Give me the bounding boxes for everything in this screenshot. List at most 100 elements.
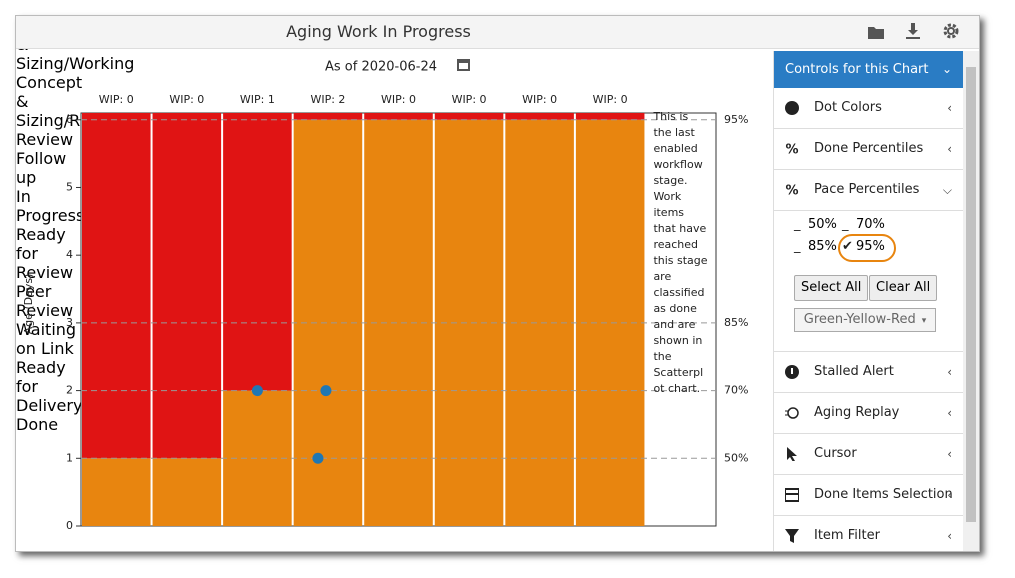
chart-subtitle: As of 2020-06-24: [325, 60, 437, 75]
svg-text:%: %: [785, 184, 798, 198]
wip-label: WIP: 1: [240, 93, 275, 106]
window: Aging Work In Progress As of 2020-06-24 …: [15, 15, 980, 552]
dropdown-caret: ▾: [921, 316, 927, 326]
title-bar: Aging Work In Progress: [16, 16, 979, 49]
chevron: ⌄: [941, 62, 952, 76]
pace-option[interactable]: _ 85%: [794, 239, 837, 254]
wip-label: WIP: 0: [522, 93, 557, 106]
control-row[interactable]: Item Filter ‹: [774, 516, 964, 551]
work-item-dot: [312, 452, 324, 464]
x-tick-label: Follow up: [16, 149, 67, 187]
panel-title: Controls for this Chart: [785, 62, 929, 77]
y-tick-label: 1: [66, 451, 73, 464]
color-scheme-dropdown[interactable]: Green-Yellow-Red ▾: [794, 308, 936, 332]
control-row[interactable]: Stalled Alert ‹: [774, 352, 964, 393]
chevron: ‹: [947, 142, 952, 156]
wip-label: WIP: 0: [452, 93, 487, 106]
chevron: ⌵: [942, 183, 952, 197]
control-label: Dot Colors: [814, 100, 882, 115]
control-icon: [787, 447, 797, 461]
y-tick-label: 4: [66, 248, 73, 261]
control-icon: [785, 407, 799, 419]
y-tick-label: 2: [66, 384, 73, 397]
chevron: ‹: [947, 488, 952, 502]
calendar-icon[interactable]: [457, 59, 470, 71]
work-item-dot: [251, 385, 263, 397]
bar-segment: [505, 113, 574, 120]
chevron: ‹: [947, 365, 952, 379]
checkbox: _: [842, 217, 849, 232]
folder-icon[interactable]: [868, 25, 884, 39]
control-row[interactable]: Dot Colors ‹: [774, 88, 964, 129]
control-row[interactable]: % Done Percentiles ‹: [774, 129, 964, 170]
button[interactable]: Select All: [794, 275, 869, 301]
x-tick-label: In Progress: [16, 187, 85, 225]
panel-header[interactable]: Controls for this Chart ⌄: [774, 51, 964, 88]
control-label: Cursor: [814, 446, 857, 461]
settings-icon[interactable]: [943, 23, 959, 39]
y-tick-label: 3: [66, 316, 73, 329]
pace-option-label: 95%: [856, 239, 885, 254]
bar-segment: [152, 458, 222, 526]
bar-segment: [223, 113, 292, 391]
y-tick-label: 6: [66, 113, 73, 126]
chevron: ‹: [947, 101, 952, 115]
percentile-label: 70%: [724, 384, 748, 397]
pace-option[interactable]: ✔ 95%: [838, 234, 896, 262]
x-tick-label: Waiting on Link: [16, 320, 77, 358]
pace-option[interactable]: _ 50%: [794, 217, 837, 232]
control-row[interactable]: Cursor ‹: [774, 434, 964, 475]
control-icon: %: [785, 143, 798, 157]
bar-segment: [82, 113, 151, 459]
pace-option-label: 70%: [856, 217, 885, 232]
control-label: Item Filter: [814, 528, 880, 543]
control-label: Done Percentiles: [814, 141, 924, 156]
scroll-thumb[interactable]: [966, 67, 976, 522]
chevron: ‹: [947, 447, 952, 461]
x-tick-label: Concept & Sizing/R4 Review: [16, 73, 91, 149]
bar-segment: [434, 113, 504, 120]
done-note: This is the last enabled workflow stage.…: [653, 110, 708, 395]
button[interactable]: Clear All: [869, 275, 938, 301]
control-row[interactable]: Aging Replay ‹: [774, 393, 964, 434]
highlight-ring: [838, 234, 896, 262]
download-icon[interactable]: [906, 23, 920, 39]
control-icon: [785, 101, 799, 115]
controls-panel: Controls for this Chart ⌄ Dot Colors ‹% Don…: [773, 51, 964, 551]
scrollbar[interactable]: [963, 51, 979, 551]
window-title: Aging Work In Progress: [286, 22, 471, 41]
chevron: ‹: [947, 529, 952, 543]
control-label: Done Items Selection: [814, 487, 953, 502]
control-row[interactable]: Done Items Selection ‹: [774, 475, 964, 516]
bar-segment: [364, 113, 433, 120]
control-icon: [785, 488, 799, 502]
bar-segment: [575, 113, 645, 120]
x-tick-label: Peer Review: [16, 282, 74, 320]
dropdown-value: Green-Yellow-Red: [803, 312, 916, 327]
work-item-dot: [320, 385, 332, 397]
percentile-label: 95%: [724, 113, 748, 126]
wip-label: WIP: 0: [99, 93, 134, 106]
control-label: Aging Replay: [814, 405, 900, 420]
control-icon: [785, 529, 799, 543]
x-tick-label: Ready for Review: [16, 225, 74, 282]
chart: As of 2020-06-24 Age (Days) 0 1 2 3 4 5 6 50% 70…: [22, 59, 748, 532]
pace-options: _ 50% _ 70% _ 85% ✔ 95% Select All Clear All Green…: [774, 211, 964, 352]
bar-segment: [82, 458, 151, 526]
x-tick-label: Ready for Delivery: [16, 358, 83, 415]
pace-option[interactable]: _ 70%: [842, 217, 885, 232]
percentile-label: 85%: [724, 316, 748, 329]
wip-label: WIP: 2: [310, 93, 345, 106]
x-tick-label: Done: [16, 415, 59, 434]
y-tick-label: 0: [66, 519, 73, 532]
control-icon: [785, 365, 799, 379]
y-tick-label: 5: [66, 180, 73, 193]
y-axis-label: Age (Days): [22, 274, 35, 335]
checkbox: _: [794, 217, 801, 232]
chevron: ‹: [947, 406, 952, 420]
wip-label: WIP: 0: [169, 93, 204, 106]
control-row[interactable]: % Pace Percentiles ⌵: [774, 170, 964, 211]
pace-option-label: 50%: [808, 217, 837, 232]
control-label: Stalled Alert: [814, 364, 894, 379]
control-label: Pace Percentiles: [814, 182, 920, 197]
